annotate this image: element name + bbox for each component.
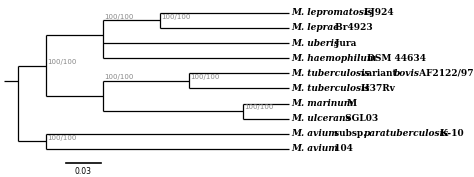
Text: 100/100: 100/100 (244, 104, 273, 110)
Text: M. avium: M. avium (291, 129, 338, 138)
Text: 100/100: 100/100 (190, 74, 219, 80)
Text: variant: variant (358, 69, 400, 78)
Text: M. haemophilum: M. haemophilum (291, 54, 376, 63)
Text: H37Rv: H37Rv (358, 84, 395, 93)
Text: M. ulcerans: M. ulcerans (291, 114, 351, 123)
Text: subsp.: subsp. (331, 129, 369, 138)
Text: 104: 104 (331, 144, 353, 153)
Text: 100/100: 100/100 (104, 14, 134, 20)
Text: M. tuberculosis: M. tuberculosis (291, 84, 370, 93)
Text: paratuberculosis: paratuberculosis (364, 129, 449, 138)
Text: 100/100: 100/100 (162, 14, 191, 20)
Text: Jura: Jura (332, 39, 356, 48)
Text: K-10: K-10 (437, 129, 463, 138)
Text: SGL03: SGL03 (342, 114, 378, 123)
Text: M. tuberculosis: M. tuberculosis (291, 69, 370, 78)
Text: M: M (344, 99, 357, 108)
Text: M. leprae: M. leprae (291, 23, 339, 32)
Text: 100/100: 100/100 (47, 135, 77, 141)
Text: M. avium: M. avium (291, 144, 338, 153)
Text: Br4923: Br4923 (332, 23, 373, 32)
Text: FJ924: FJ924 (361, 8, 393, 17)
Text: 100/100: 100/100 (104, 74, 134, 80)
Text: DSM 44634: DSM 44634 (364, 54, 426, 63)
Text: M. uberis: M. uberis (291, 39, 339, 48)
Text: M. marinum: M. marinum (291, 99, 353, 108)
Text: 0.03: 0.03 (75, 167, 92, 176)
Text: M. lepromatosis: M. lepromatosis (291, 8, 373, 17)
Text: AF2122/97: AF2122/97 (416, 69, 474, 78)
Text: 100/100: 100/100 (47, 59, 77, 65)
Text: bovis: bovis (394, 69, 420, 78)
